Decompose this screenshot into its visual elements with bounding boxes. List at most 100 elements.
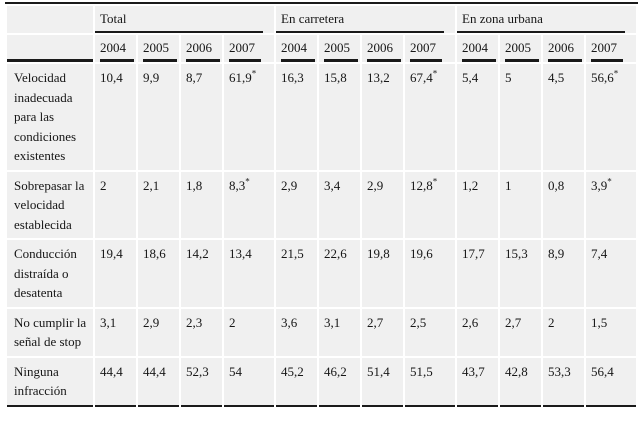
value-cell: 2,9 [276, 171, 317, 238]
year-label: 2006 [548, 38, 582, 62]
value-cell: 2,5 [405, 308, 455, 356]
value-cell: 56,6* [586, 64, 636, 170]
year-header: 2004 [457, 34, 498, 62]
year-label: 2007 [410, 38, 442, 62]
value-cell: 15,3 [500, 240, 541, 307]
year-label: 2004 [100, 38, 134, 62]
value-cell: 3,4 [319, 171, 360, 238]
value-cell: 3,9* [586, 171, 636, 238]
value-cell: 54 [224, 357, 274, 407]
value-cell: 13,4 [224, 240, 274, 307]
value-cell: 61,9* [224, 64, 274, 170]
value-cell: 2,9 [138, 308, 179, 356]
value-cell: 2,1 [138, 171, 179, 238]
year-header: 2007 [586, 34, 636, 62]
value-cell: 3,6 [276, 308, 317, 356]
value-cell: 44,4 [138, 357, 179, 407]
value-cell: 44,4 [95, 357, 136, 407]
table-row: Conducción distraída o desatenta 19,4 18,6… [7, 240, 636, 307]
year-header: 2004 [276, 34, 317, 62]
row-label: No cumplir la señal de stop [7, 308, 93, 356]
year-label: 2007 [591, 38, 623, 62]
year-header: 2005 [500, 34, 541, 62]
table-row: Velocidad inadecuada para las condicione… [7, 64, 636, 170]
value-cell: 21,5 [276, 240, 317, 307]
value-cell: 19,8 [362, 240, 403, 307]
value-cell: 1,5 [586, 308, 636, 356]
footnote-marker: * [251, 68, 257, 79]
row-label: Conducción distraída o desatenta [7, 240, 93, 307]
year-label: 2004 [462, 38, 496, 62]
value-cell: 2,3 [181, 308, 222, 356]
value-cell: 2 [543, 308, 584, 356]
year-header: 2007 [405, 34, 455, 62]
year-header: 2006 [362, 34, 403, 62]
value-cell: 5 [500, 64, 541, 170]
value-cell: 13,2 [362, 64, 403, 170]
value-cell: 8,9 [543, 240, 584, 307]
column-group-row: Total En carretera En zona urbana [7, 6, 636, 33]
table-header: Total En carretera En zona urbana 2004 2005… [7, 6, 636, 62]
value-cell: 51,5 [405, 357, 455, 407]
corner-cell [7, 6, 93, 33]
row-label: Ninguna infracción [7, 357, 93, 407]
value-cell: 12,8* [405, 171, 455, 238]
year-label: 2006 [186, 38, 220, 62]
value-cell: 0,8 [543, 171, 584, 238]
value-cell: 2,6 [457, 308, 498, 356]
year-header: 2007 [224, 34, 274, 62]
value-cell: 2 [95, 171, 136, 238]
value-cell: 5,4 [457, 64, 498, 170]
year-label: 2005 [143, 38, 177, 62]
year-label: 2004 [281, 38, 315, 62]
year-label: 2006 [367, 38, 401, 62]
value-cell: 8,7 [181, 64, 222, 170]
year-header: 2004 [95, 34, 136, 62]
value-cell: 19,6 [405, 240, 455, 307]
row-label: Sobrepasar la velocidad establecida [7, 171, 93, 238]
value-cell: 22,6 [319, 240, 360, 307]
table-row: No cumplir la señal de stop 3,1 2,9 2,3 2 3,6… [7, 308, 636, 356]
value-cell: 19,4 [95, 240, 136, 307]
value-cell: 18,6 [138, 240, 179, 307]
value-cell: 14,2 [181, 240, 222, 307]
value-cell: 51,4 [362, 357, 403, 407]
value-cell: 16,3 [276, 64, 317, 170]
value-cell: 1,2 [457, 171, 498, 238]
value-cell: 3,1 [319, 308, 360, 356]
table-body: Velocidad inadecuada para las condicione… [7, 64, 636, 407]
col-group-header: En carretera [276, 6, 455, 33]
value-cell: 52,3 [181, 357, 222, 407]
value-cell: 8,3* [224, 171, 274, 238]
value-cell: 2 [224, 308, 274, 356]
table-row: Ninguna infracción 44,4 44,4 52,3 54 45,2 46,2… [7, 357, 636, 407]
footnote-marker: * [607, 176, 612, 187]
footnote-marker: * [432, 68, 438, 79]
col-group-header: En zona urbana [457, 6, 636, 33]
value-cell: 46,2 [319, 357, 360, 407]
col-group-label: Total [95, 8, 263, 33]
value-cell: 3,1 [95, 308, 136, 356]
row-label: Velocidad inadecuada para las condicione… [7, 64, 93, 170]
value-cell: 15,8 [319, 64, 360, 170]
value-cell: 53,3 [543, 357, 584, 407]
footnote-marker: * [245, 176, 250, 187]
col-group-header: Total [95, 6, 274, 33]
year-label: 2005 [324, 38, 358, 62]
value-cell: 56,4 [586, 357, 636, 407]
year-header: 2006 [181, 34, 222, 62]
value-cell: 10,4 [95, 64, 136, 170]
year-label: 2007 [229, 38, 261, 62]
value-cell: 67,4* [405, 64, 455, 170]
value-cell: 2,9 [362, 171, 403, 238]
value-cell: 9,9 [138, 64, 179, 170]
infractions-by-zone-table: Total En carretera En zona urbana 2004 2005… [5, 2, 638, 409]
value-cell: 17,7 [457, 240, 498, 307]
years-corner-cell [7, 34, 93, 62]
year-header: 2006 [543, 34, 584, 62]
footnote-marker: * [613, 68, 619, 79]
value-cell: 1 [500, 171, 541, 238]
footnote-marker: * [432, 176, 438, 187]
value-cell: 42,8 [500, 357, 541, 407]
